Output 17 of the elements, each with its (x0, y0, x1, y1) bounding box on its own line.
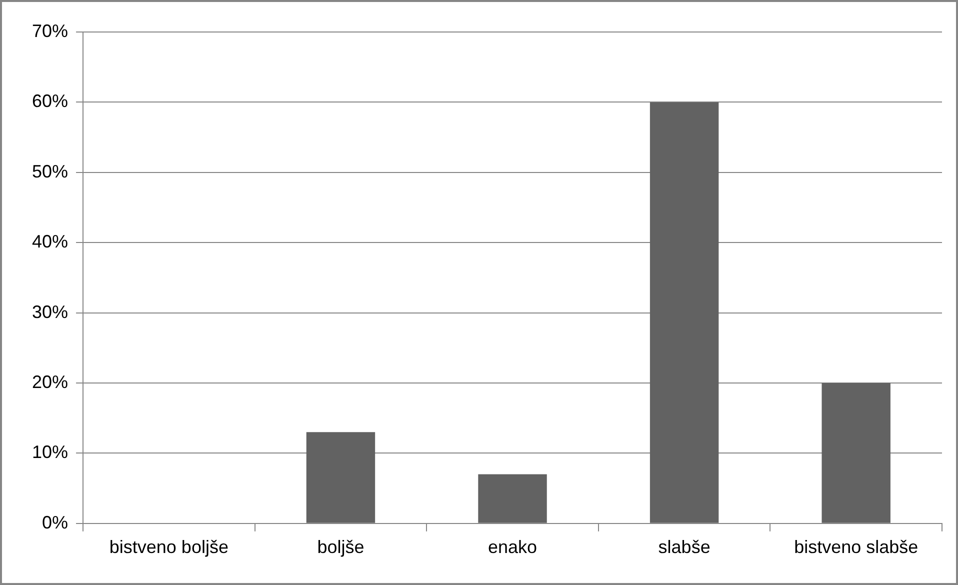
y-tick-label: 70% (32, 20, 68, 41)
x-tick-label: enako (488, 537, 538, 558)
y-tick-label: 50% (32, 161, 68, 182)
x-tick-label: bistveno boljše (109, 537, 228, 558)
bar (822, 383, 890, 523)
y-tick-label: 0% (42, 512, 68, 532)
y-tick-label: 60% (32, 91, 68, 112)
y-tick-label: 30% (32, 302, 68, 322)
y-tick-label: 10% (32, 442, 68, 462)
y-tick-label: 40% (32, 232, 68, 252)
y-tick-label: 20% (32, 372, 68, 392)
bar (650, 102, 719, 523)
bar (478, 474, 547, 523)
x-tick-label: slabše (658, 537, 710, 558)
bar (306, 432, 376, 523)
x-tick-label: bistveno slabše (794, 537, 918, 558)
x-tick-label: boljše (317, 537, 364, 558)
